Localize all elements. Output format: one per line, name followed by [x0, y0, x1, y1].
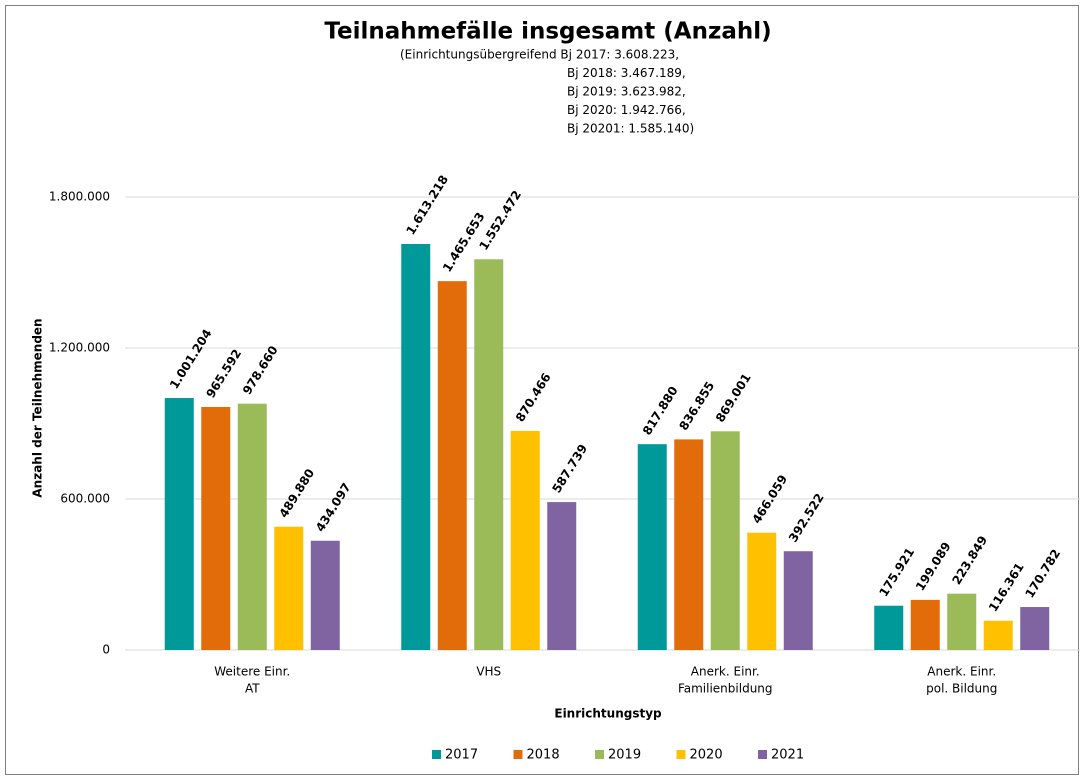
legend-label: 2017 — [445, 748, 478, 763]
bar — [910, 599, 940, 650]
bar — [547, 502, 577, 650]
x-tick-label: Anerk. Einr. — [927, 665, 996, 679]
subtitle: Bj 2019: 3.623.982, — [567, 85, 686, 99]
x-tick-label: Familienbildung — [678, 682, 773, 696]
legend-swatch — [513, 750, 523, 759]
x-tick-label: Anerk. Einr. — [691, 665, 760, 679]
bar — [237, 403, 267, 650]
y-tick-label: 0 — [102, 643, 110, 657]
x-tick-label: AT — [245, 682, 260, 696]
bar — [747, 532, 777, 650]
bar — [164, 398, 194, 650]
legend-swatch — [676, 750, 686, 759]
bar — [983, 620, 1013, 650]
legend-swatch — [432, 750, 441, 759]
y-tick-label: 1.200.000 — [49, 341, 110, 355]
bar — [437, 281, 467, 650]
bar — [474, 259, 504, 650]
subtitle: Bj 2020: 1.942.766, — [567, 103, 686, 117]
y-tick-label: 1.800.000 — [49, 190, 110, 204]
chart-title: Teilnahmefälle insgesamt (Anzahl) — [324, 19, 771, 45]
subtitle: (Einrichtungsübergreifend Bj 2017: 3.608… — [400, 48, 679, 62]
legend-swatch — [595, 750, 604, 759]
bar — [637, 444, 667, 650]
x-tick-label: pol. Bildung — [926, 682, 997, 696]
legend-label: 2019 — [608, 748, 641, 763]
bar — [274, 526, 304, 650]
bar — [947, 593, 977, 650]
bar — [674, 439, 704, 650]
bar — [710, 431, 740, 650]
legend-label: 2020 — [690, 748, 723, 763]
bar — [783, 551, 813, 650]
x-tick-label: VHS — [476, 665, 501, 679]
bar — [310, 540, 340, 650]
bar — [510, 430, 540, 650]
y-axis-title: Anzahl der Teilnehmenden — [31, 318, 45, 497]
bar — [1020, 607, 1050, 650]
x-tick-label: Weitere Einr. — [214, 665, 290, 679]
x-axis-title: Einrichtungstyp — [554, 707, 662, 721]
bar — [874, 605, 904, 650]
subtitle: Bj 20201: 1.585.140) — [567, 122, 694, 136]
subtitle: Bj 2018: 3.467.189, — [567, 66, 686, 80]
y-tick-label: 600.000 — [60, 492, 110, 506]
legend-label: 2018 — [527, 748, 560, 763]
bar — [401, 244, 431, 650]
bar — [201, 406, 231, 650]
legend-swatch — [758, 750, 767, 759]
legend-label: 2021 — [771, 748, 804, 763]
